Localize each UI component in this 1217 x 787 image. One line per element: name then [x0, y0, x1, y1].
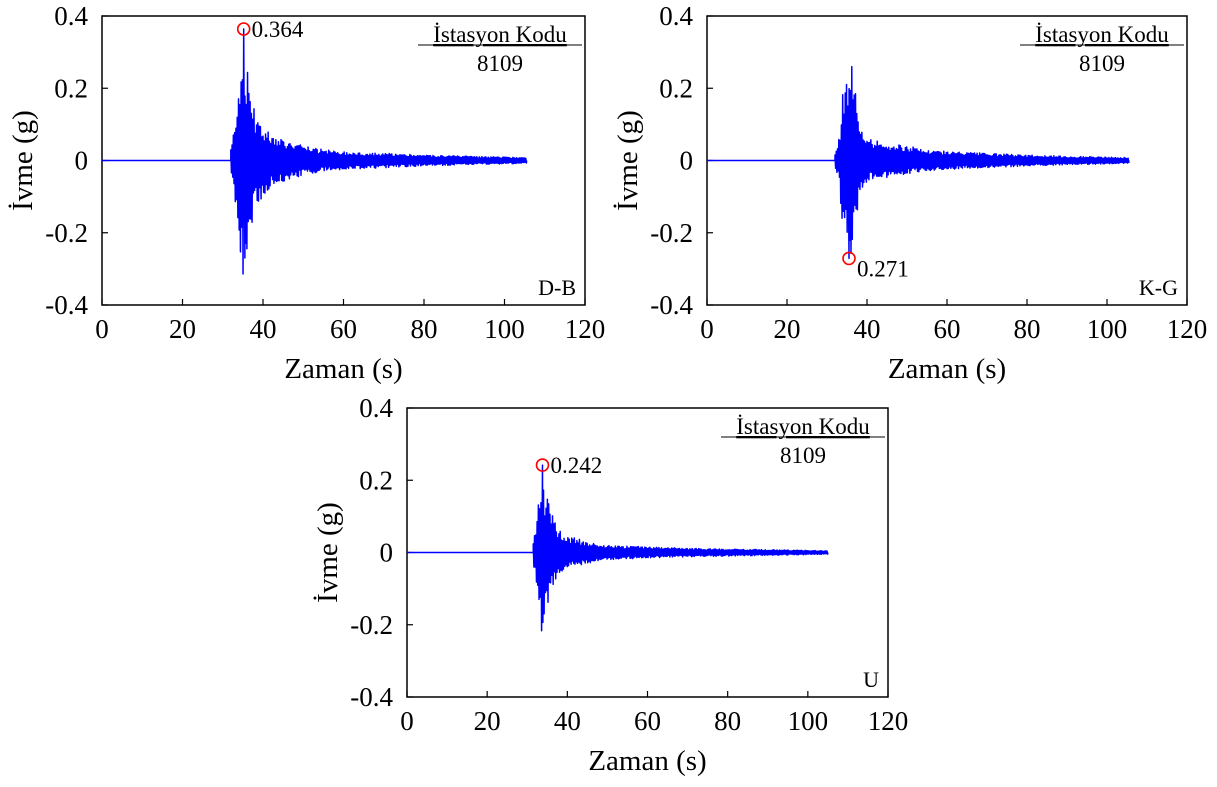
- x-tick-label: 0: [400, 706, 414, 736]
- peak-value-label: 0.364: [252, 17, 304, 42]
- y-tick-label: 0: [380, 538, 394, 568]
- x-tick-label: 0: [700, 314, 714, 344]
- x-axis-title: Zaman (s): [588, 745, 706, 777]
- y-tick-label: 0.4: [359, 393, 393, 423]
- x-tick-label: 60: [330, 314, 357, 344]
- y-tick-label: 0.4: [54, 1, 88, 31]
- y-axis-title: İvme (g): [612, 110, 644, 211]
- x-tick-label: 120: [1167, 314, 1208, 344]
- x-tick-label: 80: [411, 314, 438, 344]
- y-tick-label: -0.4: [45, 290, 88, 320]
- x-axis-title: Zaman (s): [888, 353, 1006, 385]
- x-tick-label: 120: [565, 314, 606, 344]
- component-label: U: [863, 667, 879, 692]
- y-tick-label: 0: [75, 146, 89, 176]
- station-code: 8109: [780, 443, 826, 468]
- y-tick-label: -0.2: [45, 218, 88, 248]
- x-tick-label: 100: [484, 314, 525, 344]
- chart-panel-k-g: 0 20 40 60 80 100 120 0.4 0.2 0 -0.2 -0.4 Zaman (s) İ…: [612, 1, 1207, 385]
- x-axis-title: Zaman (s): [284, 353, 402, 385]
- y-tick-label: 0.2: [359, 465, 393, 495]
- y-axis-title: İvme (g): [312, 502, 344, 603]
- x-tick-label: 80: [1014, 314, 1041, 344]
- station-code: 8109: [1079, 51, 1125, 76]
- y-tick-label: 0: [680, 146, 694, 176]
- peak-marker: [535, 458, 550, 472]
- y-tick-label: -0.2: [650, 218, 693, 248]
- peak-value-label: 0.242: [550, 453, 602, 478]
- y-tick-label: -0.4: [650, 290, 693, 320]
- x-tick-label: 60: [934, 314, 961, 344]
- x-tick-label: 20: [474, 706, 501, 736]
- y-tick-label: 0.2: [54, 73, 88, 103]
- station-code: 8109: [477, 51, 523, 76]
- acceleration-trace: [407, 464, 829, 632]
- x-tick-label: 40: [854, 314, 881, 344]
- x-tick-label: 0: [95, 314, 109, 344]
- x-tick-label: 100: [1087, 314, 1128, 344]
- y-tick-label: -0.4: [350, 682, 393, 712]
- peak-value-label: 0.271: [857, 256, 909, 281]
- x-tick-label: 80: [714, 706, 741, 736]
- station-label: İstasyon Kodu: [1035, 22, 1169, 47]
- component-label: K-G: [1139, 275, 1178, 300]
- chart-panel-d-b: 0 20 40 60 80 100 120 0.4 0.2 0 -0.2 -0.4 Zaman (s) İ…: [7, 1, 605, 385]
- x-tick-label: 100: [788, 706, 829, 736]
- station-label: İstasyon Kodu: [433, 22, 567, 47]
- x-tick-label: 20: [774, 314, 801, 344]
- peak-marker: [236, 22, 251, 36]
- x-tick-label: 40: [554, 706, 581, 736]
- acceleration-trace: [707, 65, 1130, 260]
- x-tick-label: 20: [169, 314, 196, 344]
- acceleration-trace: [102, 28, 528, 275]
- y-tick-label: 0.4: [659, 1, 693, 31]
- station-label: İstasyon Kodu: [736, 414, 870, 439]
- component-label: D-B: [538, 275, 576, 300]
- x-tick-label: 120: [868, 706, 909, 736]
- y-tick-label: -0.2: [350, 610, 393, 640]
- peak-marker: [842, 251, 856, 266]
- chart-panel-u: 0 20 40 60 80 100 120 0.4 0.2 0 -0.2 -0.4 Zaman (s) İ…: [312, 393, 908, 777]
- y-axis-title: İvme (g): [7, 110, 39, 211]
- x-tick-label: 40: [250, 314, 277, 344]
- x-tick-label: 60: [634, 706, 661, 736]
- y-tick-label: 0.2: [659, 73, 693, 103]
